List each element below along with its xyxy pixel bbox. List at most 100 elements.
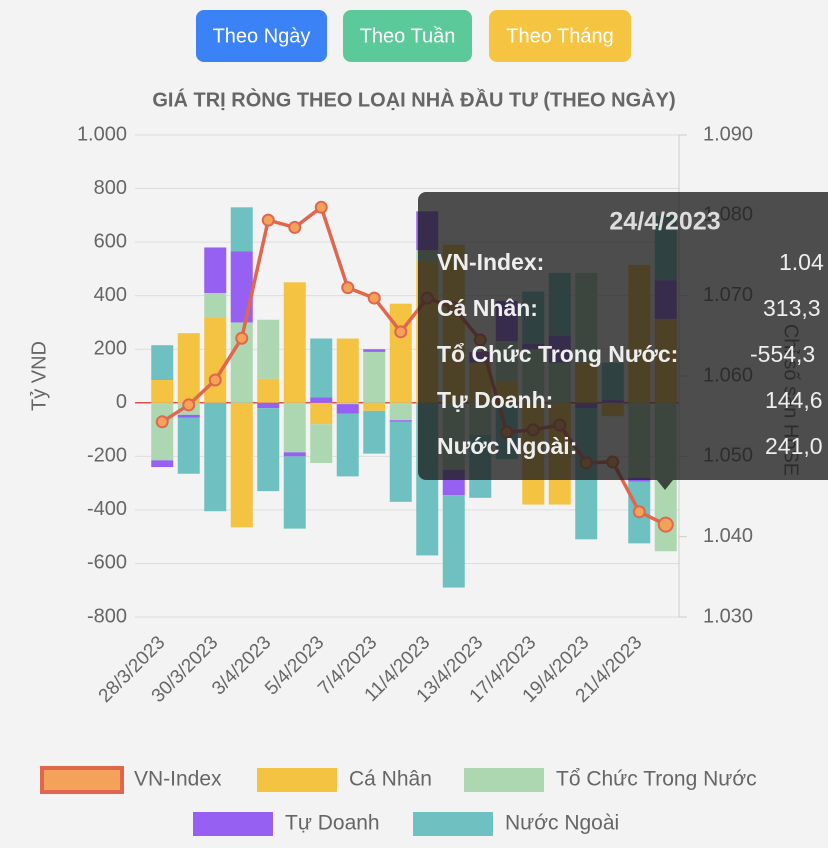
y-tick-label: -200 — [87, 445, 127, 467]
y2-tick-label: 1.030 — [703, 605, 753, 627]
bar-segment — [336, 402, 359, 405]
bar-segment — [363, 410, 386, 454]
bar-segment — [230, 207, 253, 252]
bar-segment — [177, 333, 200, 403]
tab-button[interactable]: Theo Ngày — [196, 10, 327, 62]
button-bg — [196, 10, 327, 62]
legend-item[interactable]: VN-Index — [40, 766, 222, 794]
bar-segment — [336, 413, 359, 477]
bar-segment — [177, 414, 200, 418]
legend-swatch — [413, 812, 493, 836]
line-point — [394, 325, 408, 339]
legend-swatch — [40, 766, 124, 794]
bar-segment — [283, 456, 306, 529]
bar-segment — [310, 397, 333, 403]
legend-label: Nước Ngoài — [505, 812, 619, 835]
line-point — [182, 398, 196, 412]
y-tick-label: 1.000 — [77, 123, 127, 145]
bar-segment — [204, 317, 227, 403]
tooltip: 24/4/2023 VN-Index: 1.04 Cá Nhân: 313,3 Tổ Ch… — [418, 192, 828, 490]
button-label: Theo Tuần — [360, 25, 456, 47]
y-tick-label: -600 — [87, 552, 127, 574]
y-tick-label: -400 — [87, 498, 127, 520]
bar-segment — [230, 322, 253, 403]
bar-segment — [310, 402, 333, 425]
legend-item[interactable]: Tự Doanh — [193, 812, 380, 836]
bar-segment — [363, 351, 386, 403]
bar-segment — [151, 380, 174, 403]
bar-segment — [230, 402, 253, 528]
line-point — [367, 291, 381, 305]
y-tick-label: 0 — [116, 391, 127, 413]
chart-title: GIÁ TRỊ RÒNG THEO LOẠI NHÀ ĐẦU TƯ (THEO … — [152, 87, 675, 111]
button-label: Theo Ngày — [213, 25, 311, 47]
tooltip-title: 24/4/2023 — [609, 208, 720, 236]
button-bg — [343, 10, 472, 62]
bar-segment — [257, 408, 280, 492]
bar-segment — [310, 424, 333, 464]
tooltip-value: 1.04 — [779, 249, 824, 275]
y-axis-title: Tỷ VND — [28, 341, 50, 411]
tooltip-label: Cá Nhân: — [437, 295, 538, 321]
tooltip-value: -554,3 — [750, 341, 815, 367]
line-point — [341, 281, 355, 295]
tooltip-bg — [418, 192, 828, 480]
bar-segment — [151, 345, 174, 381]
legend-item[interactable]: Tổ Chức Trong Nước — [464, 768, 757, 792]
tab-button[interactable]: Theo Tháng — [489, 10, 631, 62]
y-tick-label: 800 — [94, 177, 127, 199]
legend-label: Tự Doanh — [285, 812, 380, 835]
line-point — [632, 505, 646, 519]
tooltip-caret — [657, 480, 673, 490]
bar-segment — [283, 402, 306, 453]
bar-segment — [230, 251, 253, 323]
tooltip-value: 313,3 — [763, 295, 821, 321]
legend-label: VN-Index — [134, 768, 222, 791]
y2-tick-label: 1.090 — [703, 123, 753, 145]
line-point — [235, 331, 249, 345]
bar-segment — [389, 421, 412, 502]
bar-segment — [204, 247, 227, 293]
tooltip-label: Tổ Chức Trong Nước: — [437, 341, 678, 367]
bar-segment — [257, 378, 280, 403]
button-label: Theo Tháng — [506, 25, 614, 47]
y2-tick-label: 1.040 — [703, 525, 753, 547]
bar-segment — [283, 452, 306, 457]
legend-swatch — [464, 768, 544, 792]
tooltip-value: 144,6 — [765, 387, 823, 413]
y-tick-label: -800 — [87, 605, 127, 627]
button-bg — [489, 10, 631, 62]
legend-swatch — [257, 768, 337, 792]
line-point — [314, 200, 328, 214]
bar-segment — [257, 402, 280, 409]
bar-segment — [204, 402, 227, 512]
legend-swatch — [193, 812, 273, 836]
bar-segment — [389, 402, 412, 421]
bar-segment — [177, 417, 200, 474]
bar-segment — [204, 292, 227, 318]
legend-item[interactable]: Cá Nhân — [257, 768, 432, 792]
bar-segment — [336, 404, 359, 414]
line-point — [208, 373, 222, 387]
bar-segment — [336, 338, 359, 403]
line-point — [288, 220, 302, 234]
legend-label: Tổ Chức Trong Nước — [556, 768, 757, 791]
bar-segment — [151, 460, 174, 468]
tooltip-label: VN-Index: — [437, 249, 544, 275]
legend-item[interactable]: Nước Ngoài — [413, 812, 619, 836]
bar-segment — [363, 349, 386, 352]
bar-segment — [389, 420, 412, 422]
tooltip-value: 241,0 — [765, 433, 823, 459]
line-point — [155, 415, 169, 429]
bar-segment — [389, 303, 412, 403]
tab-button[interactable]: Theo Tuần — [343, 10, 472, 62]
y-tick-label: 600 — [94, 230, 127, 252]
bar-segment — [363, 402, 386, 411]
y-tick-label: 400 — [94, 284, 127, 306]
legend-label: Cá Nhân — [349, 768, 432, 791]
bar-segment — [283, 282, 306, 403]
tooltip-label: Nước Ngoài: — [437, 433, 577, 459]
line-point — [657, 516, 674, 533]
